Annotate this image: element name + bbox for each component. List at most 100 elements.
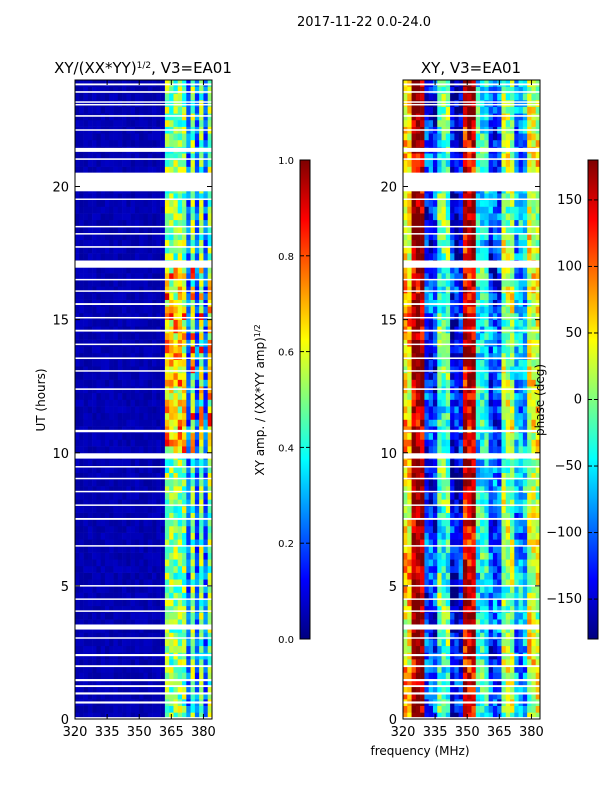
phase-heatmap-cell: [407, 466, 412, 474]
amplitude-heatmap-cell: [109, 392, 114, 400]
amplitude-heatmap-cell: [194, 153, 200, 161]
phase-heatmap-cell: [407, 486, 412, 493]
phase-heatmap-cell: [407, 512, 412, 520]
amplitude-heatmap-cell: [117, 139, 123, 147]
phase-heatmap-cell: [420, 572, 425, 580]
phase-heatmap-cell: [484, 612, 489, 620]
amplitude-heatmap-cell: [203, 253, 209, 261]
amplitude-heatmap-cell: [92, 639, 97, 647]
amplitude-heatmap-cell: [75, 672, 80, 680]
amplitude-heatmap-cell: [134, 319, 140, 327]
amplitude-heatmap-cell: [173, 459, 179, 467]
amplitude-heatmap-cell: [87, 426, 93, 434]
amplitude-heatmap-cell: [83, 233, 89, 241]
phase-heatmap-cell: [424, 632, 429, 640]
phase-heatmap-cell: [458, 525, 464, 533]
amplitude-heatmap-cell: [130, 332, 136, 340]
amplitude-heatmap-cell: [207, 99, 213, 107]
phase-heatmap-cell: [437, 426, 442, 434]
amplitude-heatmap-cell: [117, 226, 123, 234]
phase-heatmap-cell: [522, 605, 528, 613]
amplitude-heatmap-cell: [207, 219, 213, 227]
phase-heatmap-cell: [531, 539, 537, 547]
amplitude-heatmap-cell: [122, 572, 127, 580]
phase-heatmap-cell: [510, 519, 515, 527]
phase-heatmap-cell: [518, 366, 524, 374]
amplitude-heatmap-cell: [109, 446, 114, 454]
amplitude-heatmap-cell: [156, 432, 161, 440]
phase-heatmap-cell: [484, 665, 489, 673]
phase-heatmap-cell: [510, 472, 515, 480]
phase-heatmap-cell: [437, 346, 442, 354]
phase-heatmap-cell: [411, 525, 417, 533]
amplitude-heatmap-cell: [190, 592, 196, 600]
phase-heatmap-cell: [432, 632, 438, 640]
phase-heatmap-cell: [437, 512, 442, 520]
phase-heatmap-cell: [480, 545, 485, 553]
amplitude-heatmap-cell: [113, 552, 119, 560]
amplitude-heatmap-cell: [134, 332, 140, 340]
amplitude-heatmap-cell: [139, 506, 144, 513]
amplitude-heatmap-cell: [113, 685, 119, 693]
amplitude-heatmap-cell: [83, 659, 89, 667]
phase-heatmap-cell: [505, 599, 511, 607]
amplitude-heatmap-cell: [164, 412, 170, 420]
amplitude-heatmap-cell: [173, 592, 179, 600]
phase-heatmap-cell: [467, 645, 472, 653]
amplitude-heatmap-cell: [104, 166, 110, 174]
amplitude-heatmap-cell: [177, 512, 183, 520]
phase-heatmap-cell: [480, 605, 485, 613]
amplitude-heatmap-cell: [194, 432, 200, 440]
amplitude-heatmap-cell: [122, 366, 127, 374]
amplitude-heatmap-cell: [109, 572, 114, 580]
amplitude-heatmap-cell: [160, 86, 166, 94]
amplitude-heatmap-cell: [117, 319, 123, 327]
amplitude-heatmap-cell: [75, 219, 80, 227]
amplitude-heatmap-cell: [160, 426, 166, 434]
phase-heatmap-cell: [535, 645, 541, 653]
amplitude-heatmap-cell: [199, 346, 204, 354]
phase-heatmap-cell: [484, 585, 489, 593]
amplitude-heatmap-cell: [160, 199, 166, 207]
phase-heatmap-cell: [488, 399, 494, 407]
amplitude-heatmap-cell: [113, 579, 119, 587]
phase-heatmap-cell: [475, 352, 481, 360]
phase-heatmap-cell: [514, 506, 519, 513]
amplitude-heatmap-cell: [177, 193, 183, 201]
amplitude-heatmap-cell: [134, 399, 140, 407]
amplitude-heatmap-cell: [79, 119, 84, 127]
amplitude-heatmap-cell: [117, 446, 123, 454]
amplitude-heatmap-cell: [190, 219, 196, 227]
amplitude-heatmap-cell: [83, 519, 89, 527]
amplitude-heatmap-cell: [156, 213, 161, 221]
amplitude-heatmap-cell: [126, 486, 131, 493]
phase-heatmap-cell: [480, 612, 485, 620]
amplitude-heatmap-cell: [79, 639, 84, 647]
amplitude-heatmap-cell: [164, 332, 170, 340]
phase-heatmap-cell: [527, 412, 532, 420]
amplitude-heatmap-cell: [134, 306, 140, 314]
phase-heatmap-cell: [518, 492, 524, 500]
phase-heatmap-cell: [450, 486, 455, 493]
phase-heatmap-cell: [411, 585, 417, 593]
amplitude-heatmap-cell: [177, 159, 183, 167]
amplitude-heatmap-cell: [75, 366, 80, 374]
amplitude-heatmap-cell: [109, 233, 114, 241]
amplitude-heatmap-cell: [100, 266, 106, 274]
amplitude-heatmap-cell: [207, 479, 213, 487]
amplitude-heatmap-cell: [194, 359, 200, 367]
phase-heatmap-cell: [514, 539, 519, 547]
phase-heatmap-cell: [450, 659, 455, 667]
phase-heatmap-cell: [531, 532, 537, 540]
amplitude-heatmap-cell: [182, 532, 187, 540]
phase-heatmap-cell: [480, 506, 485, 513]
phase-heatmap-cell: [522, 439, 528, 447]
amplitude-heatmap-cell: [117, 472, 123, 480]
amplitude-heatmap-cell: [126, 665, 131, 673]
amplitude-heatmap-cell: [134, 712, 140, 720]
amplitude-heatmap-cell: [186, 153, 191, 161]
amplitude-heatmap-cell: [173, 672, 179, 680]
amplitude-heatmap-cell: [199, 572, 204, 580]
phase-heatmap-cell: [467, 406, 472, 414]
phase-heatmap-cell: [475, 659, 481, 667]
